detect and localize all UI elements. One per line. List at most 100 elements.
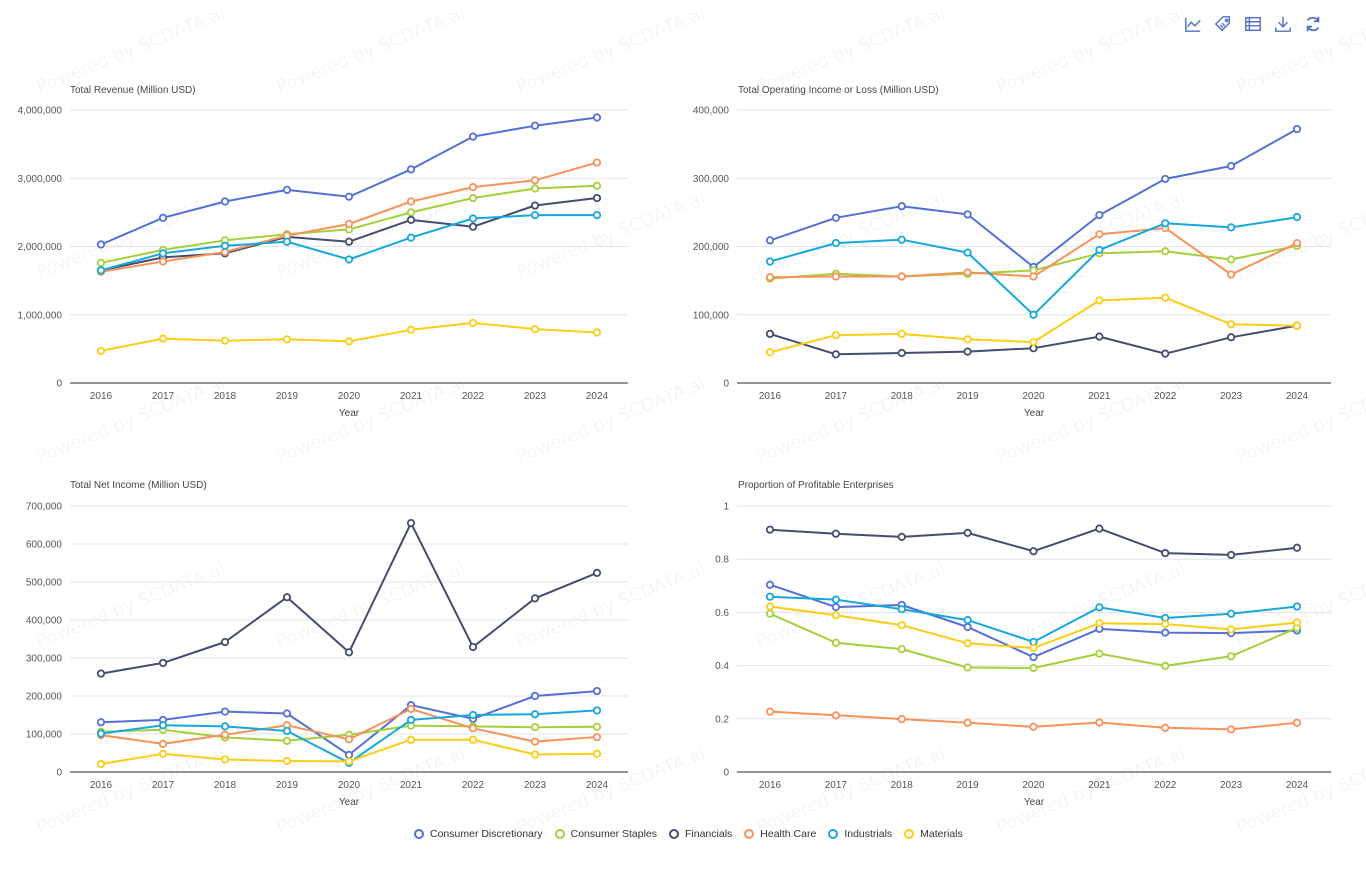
data-point[interactable]	[1161, 723, 1170, 732]
data-point[interactable]	[158, 739, 168, 748]
data-point[interactable]	[468, 132, 478, 141]
data-point[interactable]	[344, 337, 354, 346]
data-point[interactable]	[831, 595, 840, 604]
data-point[interactable]	[1095, 619, 1104, 628]
download-button[interactable]	[1273, 14, 1293, 34]
data-point[interactable]	[765, 348, 775, 357]
data-point[interactable]	[220, 722, 230, 731]
data-point[interactable]	[530, 750, 540, 759]
legend-item-health-care[interactable]: Health Care	[742, 828, 816, 840]
data-point[interactable]	[1095, 332, 1104, 341]
data-point[interactable]	[220, 336, 230, 345]
data-point[interactable]	[1029, 663, 1038, 673]
data-point[interactable]	[765, 707, 775, 716]
data-point[interactable]	[220, 197, 230, 206]
data-point[interactable]	[592, 568, 602, 577]
data-point[interactable]	[406, 704, 416, 714]
data-point[interactable]	[831, 711, 840, 720]
data-point[interactable]	[1292, 321, 1302, 330]
data-point[interactable]	[592, 749, 602, 758]
data-point[interactable]	[1227, 161, 1236, 171]
data-point[interactable]	[897, 235, 906, 244]
data-point[interactable]	[1029, 722, 1038, 731]
data-point[interactable]	[530, 594, 540, 603]
data-point[interactable]	[530, 176, 540, 185]
data-point[interactable]	[1095, 524, 1104, 533]
data-point[interactable]	[158, 749, 168, 758]
data-view-button[interactable]	[1243, 14, 1263, 34]
data-point[interactable]	[530, 184, 540, 193]
data-point[interactable]	[963, 718, 972, 727]
data-point[interactable]	[158, 721, 168, 730]
data-point[interactable]	[220, 241, 230, 250]
data-point[interactable]	[468, 710, 478, 720]
data-point[interactable]	[96, 266, 106, 275]
data-point[interactable]	[1161, 661, 1170, 670]
data-point[interactable]	[344, 757, 354, 766]
legend-item-industrials[interactable]: Industrials	[826, 828, 892, 840]
data-point[interactable]	[897, 348, 906, 358]
line-chart-button[interactable]	[1183, 14, 1203, 34]
data-point[interactable]	[1227, 223, 1236, 232]
data-point[interactable]	[530, 324, 540, 334]
data-point[interactable]	[468, 318, 478, 328]
data-point[interactable]	[1292, 618, 1302, 627]
data-point[interactable]	[530, 201, 540, 210]
data-point[interactable]	[831, 272, 840, 281]
data-point[interactable]	[1227, 255, 1236, 264]
data-point[interactable]	[1095, 603, 1104, 612]
legend-item-financials[interactable]: Financials	[667, 828, 732, 840]
data-point[interactable]	[344, 219, 354, 229]
data-point[interactable]	[158, 257, 168, 266]
data-point[interactable]	[344, 237, 354, 246]
data-point[interactable]	[220, 755, 230, 764]
data-point[interactable]	[1161, 219, 1170, 228]
data-point[interactable]	[282, 335, 292, 344]
data-point[interactable]	[96, 346, 106, 356]
data-point[interactable]	[406, 215, 416, 224]
data-point[interactable]	[831, 238, 840, 248]
data-point[interactable]	[530, 211, 540, 220]
data-point[interactable]	[406, 197, 416, 206]
data-point[interactable]	[765, 602, 775, 611]
refresh-button[interactable]	[1303, 14, 1323, 34]
data-point[interactable]	[530, 691, 540, 701]
data-point[interactable]	[897, 532, 906, 541]
data-point[interactable]	[765, 236, 775, 245]
data-point[interactable]	[406, 518, 416, 528]
data-point[interactable]	[344, 192, 354, 201]
data-point[interactable]	[220, 707, 230, 716]
data-point[interactable]	[96, 718, 106, 727]
data-point[interactable]	[282, 709, 292, 718]
data-point[interactable]	[530, 723, 540, 732]
data-point[interactable]	[831, 611, 840, 620]
legend-item-consumer-discretionary[interactable]: Consumer Discretionary	[412, 828, 543, 840]
legend-item-consumer-staples[interactable]: Consumer Staples	[553, 828, 657, 840]
data-point[interactable]	[406, 208, 416, 217]
data-point[interactable]	[96, 258, 106, 267]
data-point[interactable]	[1095, 211, 1104, 220]
data-point[interactable]	[1029, 272, 1038, 281]
data-point[interactable]	[96, 759, 106, 769]
data-point[interactable]	[220, 637, 230, 647]
data-point[interactable]	[1227, 270, 1236, 279]
data-point[interactable]	[1292, 213, 1302, 222]
data-point[interactable]	[592, 181, 602, 190]
data-point[interactable]	[468, 193, 478, 203]
data-point[interactable]	[406, 715, 416, 725]
data-point[interactable]	[963, 616, 972, 625]
data-point[interactable]	[592, 732, 602, 742]
data-point[interactable]	[158, 213, 168, 222]
data-point[interactable]	[897, 645, 906, 654]
data-point[interactable]	[1095, 649, 1104, 658]
data-point[interactable]	[1095, 245, 1104, 255]
data-point[interactable]	[1227, 625, 1236, 634]
data-point[interactable]	[963, 663, 972, 672]
data-point[interactable]	[1029, 643, 1038, 653]
data-point[interactable]	[344, 255, 354, 264]
data-point[interactable]	[831, 602, 840, 612]
data-point[interactable]	[96, 240, 106, 249]
data-point[interactable]	[592, 706, 602, 715]
data-point[interactable]	[1161, 620, 1170, 629]
data-point[interactable]	[406, 735, 416, 744]
